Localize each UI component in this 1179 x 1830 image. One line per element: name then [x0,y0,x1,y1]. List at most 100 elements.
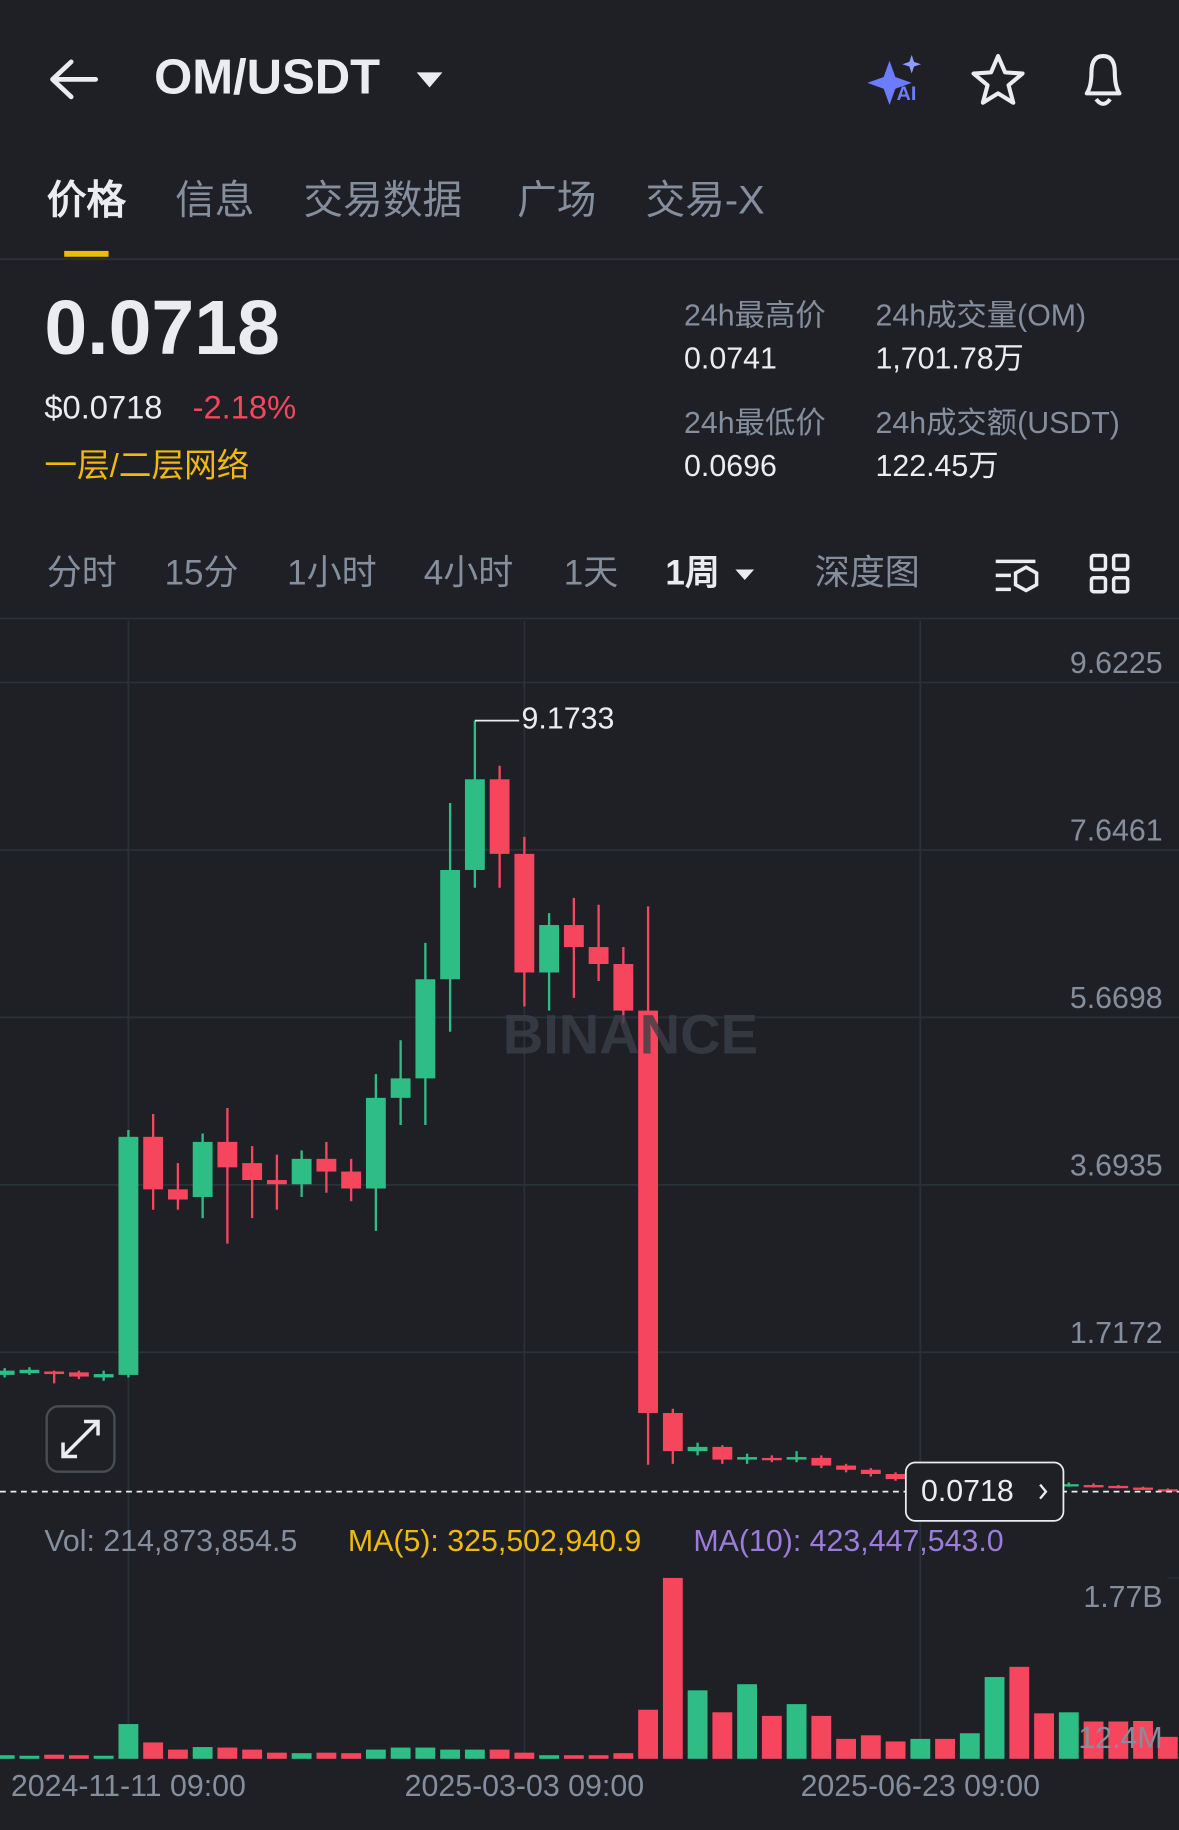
layout-button[interactable] [1089,553,1130,594]
volume-bar [217,1747,238,1759]
pair-dropdown[interactable] [416,72,443,88]
price-change: -2.18% [193,388,297,425]
ai-sparkle-small[interactable] [902,54,922,74]
candle-body [0,1370,15,1375]
settings-lines[interactable] [995,559,1036,592]
volume-bar [539,1755,560,1759]
volume-bar [662,1577,683,1759]
x-tick-label: 2025-06-23 09:00 [801,1770,1040,1803]
active-tab-indicator [64,250,109,257]
interval-option[interactable]: 1小时 [287,554,376,593]
stat-value: 0.0696 [684,450,777,483]
volume-bar [984,1677,1005,1759]
favorite-button[interactable] [971,53,1025,105]
candle-body [712,1446,733,1460]
volume-bar [885,1741,906,1759]
volume-bar [93,1755,114,1759]
interval-option[interactable]: 1周 [665,554,719,593]
tab[interactable]: 信息 [175,179,254,223]
y-tick-label: 9.6225 [1070,647,1163,680]
volume-bar [737,1684,758,1759]
stat-value: 122.45万 [875,450,998,483]
candle-body [1108,1485,1129,1489]
tab[interactable]: 交易-X [646,179,765,223]
interval-option[interactable]: 1天 [564,554,618,593]
volume-bar [1058,1712,1079,1759]
tab[interactable]: 价格 [47,179,127,223]
volume-bar [390,1747,411,1759]
volume-bar [860,1735,881,1759]
candle-body [1133,1487,1153,1490]
last-price-box-label[interactable]: 0.0718 [921,1475,1014,1508]
back-arrow[interactable] [50,59,99,100]
volume-bar [192,1747,213,1759]
candle-body [118,1136,139,1375]
volume-bar [811,1715,832,1759]
candle-body [1157,1489,1178,1492]
ai-button[interactable] [867,54,922,106]
volume-readout: Vol: 214,873,854.5 [44,1525,297,1558]
volume-bar [1157,1736,1178,1759]
candle-body [563,925,584,948]
fullscreen-button[interactable] [45,1405,116,1473]
layout-cell[interactable] [1089,553,1108,572]
alert-button[interactable] [1084,53,1122,106]
plot [0,719,1179,1759]
candle-body [341,1171,362,1189]
candle-body [143,1136,164,1190]
chart-settings-button[interactable] [995,559,1039,593]
last-price-box[interactable] [904,1461,1065,1522]
volume-bar [489,1749,510,1759]
layout-cell[interactable] [1089,575,1108,594]
ai-badge[interactable]: AI [897,83,917,105]
layout-cell[interactable] [1111,553,1130,572]
fullscreen-icon[interactable] [61,1419,100,1459]
candle-body [266,1180,287,1185]
interval-option[interactable]: 分时 [47,554,117,593]
volume-bar [588,1755,609,1759]
pair-title[interactable]: OM/USDT [154,50,380,104]
volume-bar [761,1715,782,1759]
candle-body [539,925,560,973]
tab[interactable]: 交易数据 [304,179,463,223]
interval-option[interactable]: 深度图 [815,554,920,593]
last-price: 0.0718 [44,285,280,371]
stat-label: 24h成交额(USDT) [875,406,1119,440]
candle-body [93,1374,114,1378]
candle-body [68,1372,89,1377]
candle-body [464,779,485,870]
volume-tick-label: 1.77B [1083,1581,1162,1614]
usd-price: $0.0718 [44,388,162,425]
candle-body [514,853,535,973]
volume-bar [316,1752,337,1759]
back-button[interactable] [50,59,99,100]
interval-option[interactable]: 4小时 [424,554,513,593]
candle-body [167,1189,188,1200]
labels: OM/USDT AI 价格 信息 交易数据 广场 交易-X 0.0718 $0.0718 -2.1… [11,50,1163,1803]
volume-bar [291,1753,312,1759]
candle-body [415,979,436,1079]
y-tick-label: 5.6698 [1070,982,1163,1015]
last-price-chevron[interactable] [1039,1483,1048,1500]
candle-body [588,947,609,965]
stat-label: 24h最低价 [684,406,826,440]
layout-cell[interactable] [1111,575,1130,594]
candle-body [217,1141,238,1168]
interval-dropdown[interactable] [735,569,755,581]
ai-sparkle[interactable] [867,60,912,106]
tab[interactable]: 广场 [517,179,596,223]
candle-body [489,779,510,854]
volume-bar [68,1755,89,1759]
volume-bar [464,1749,485,1759]
candle-body [836,1465,857,1470]
watermark: BINANCE [503,1003,758,1066]
volume-bar [415,1747,436,1759]
candle-body [687,1446,708,1452]
settings-hex[interactable] [1013,565,1039,593]
volume-bar [365,1749,386,1759]
y-tick-label: 3.6935 [1070,1149,1163,1182]
volume-bar [167,1749,188,1759]
candle-body [242,1163,263,1181]
interval-option[interactable]: 15分 [165,554,239,593]
